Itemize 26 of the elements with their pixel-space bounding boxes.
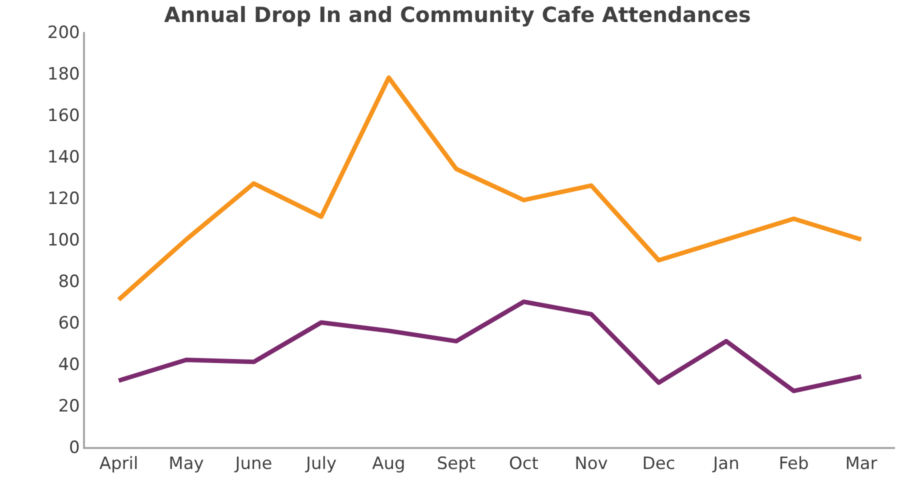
y-tick-label: 0 [69, 438, 80, 458]
x-tick-label: April [99, 454, 138, 474]
y-tick-label: 160 [47, 106, 80, 126]
x-tick-label: Nov [574, 454, 608, 474]
x-tick-label: Oct [509, 454, 539, 474]
y-tick-label: 80 [58, 272, 80, 292]
x-tick-label: Jan [712, 454, 740, 474]
y-tick-label: 60 [58, 313, 80, 334]
line-series [116, 75, 864, 302]
y-tick-label: 200 [47, 22, 80, 43]
y-tick-label: 100 [47, 230, 80, 250]
y-tick-label: 140 [47, 147, 80, 168]
y-tick-label: 40 [58, 354, 80, 375]
line-series [116, 300, 864, 394]
y-tick-label: 20 [58, 396, 80, 416]
chart-title: Annual Drop In and Community Cafe Attendances [164, 3, 751, 28]
x-tick-label: Mar [845, 454, 878, 474]
y-tick-label: 120 [47, 188, 80, 209]
x-tick-label: Dec [642, 454, 676, 474]
x-tick-label: July [304, 454, 337, 474]
x-tick-label: June [234, 454, 272, 474]
x-tick-label: May [168, 454, 204, 474]
y-tick-label: 180 [47, 64, 80, 84]
x-tick-label: Sept [436, 454, 476, 474]
x-tick-label: Feb [778, 454, 809, 474]
x-tick-label: Aug [372, 454, 406, 474]
